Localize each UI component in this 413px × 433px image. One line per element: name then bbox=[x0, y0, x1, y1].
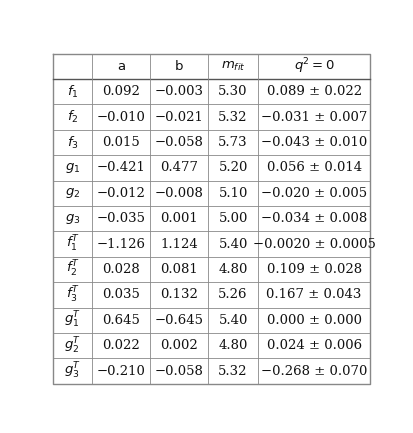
Text: 0.028: 0.028 bbox=[102, 263, 140, 276]
Text: 0.024 ± 0.006: 0.024 ± 0.006 bbox=[267, 339, 362, 352]
Text: −0.020 ± 0.005: −0.020 ± 0.005 bbox=[261, 187, 367, 200]
Text: 5.10: 5.10 bbox=[218, 187, 248, 200]
Text: 0.132: 0.132 bbox=[160, 288, 198, 301]
Text: −0.058: −0.058 bbox=[154, 136, 204, 149]
Text: $f_2^T$: $f_2^T$ bbox=[66, 259, 80, 279]
Text: 0.477: 0.477 bbox=[160, 162, 198, 174]
Text: $g_1$: $g_1$ bbox=[65, 161, 81, 175]
Text: 0.081: 0.081 bbox=[160, 263, 198, 276]
Text: −0.012: −0.012 bbox=[97, 187, 146, 200]
Text: 5.20: 5.20 bbox=[218, 162, 248, 174]
Text: −0.031 ± 0.007: −0.031 ± 0.007 bbox=[261, 110, 368, 123]
Text: $m_{fit}$: $m_{fit}$ bbox=[221, 60, 245, 73]
Text: −0.034 ± 0.008: −0.034 ± 0.008 bbox=[261, 212, 367, 225]
Text: $g_2$: $g_2$ bbox=[65, 186, 81, 200]
Text: −0.008: −0.008 bbox=[154, 187, 204, 200]
Text: 5.73: 5.73 bbox=[218, 136, 248, 149]
Text: 0.001: 0.001 bbox=[160, 212, 198, 225]
Text: −1.126: −1.126 bbox=[97, 238, 146, 251]
Text: 4.80: 4.80 bbox=[218, 339, 248, 352]
Text: 0.056 ± 0.014: 0.056 ± 0.014 bbox=[267, 162, 362, 174]
Text: 0.109 ± 0.028: 0.109 ± 0.028 bbox=[267, 263, 362, 276]
Text: $q^2 = 0$: $q^2 = 0$ bbox=[294, 57, 335, 76]
Text: 0.092: 0.092 bbox=[102, 85, 140, 98]
Text: 5.30: 5.30 bbox=[218, 85, 248, 98]
Text: $f_3^T$: $f_3^T$ bbox=[66, 285, 80, 305]
Text: $\mathrm{b}$: $\mathrm{b}$ bbox=[174, 59, 184, 73]
Text: $f_2$: $f_2$ bbox=[67, 109, 78, 125]
Text: 0.035: 0.035 bbox=[102, 288, 140, 301]
Text: −0.210: −0.210 bbox=[97, 365, 146, 378]
Text: $f_1$: $f_1$ bbox=[67, 84, 78, 100]
Text: −0.010: −0.010 bbox=[97, 110, 146, 123]
Text: −0.043 ± 0.010: −0.043 ± 0.010 bbox=[261, 136, 367, 149]
Text: 5.32: 5.32 bbox=[218, 110, 248, 123]
Text: $g_2^T$: $g_2^T$ bbox=[64, 336, 81, 355]
Text: −0.268 ± 0.070: −0.268 ± 0.070 bbox=[261, 365, 368, 378]
Text: $\mathrm{a}$: $\mathrm{a}$ bbox=[117, 60, 126, 73]
Text: $g_1^T$: $g_1^T$ bbox=[64, 310, 81, 330]
Text: $f_3$: $f_3$ bbox=[67, 134, 79, 151]
Text: 0.022: 0.022 bbox=[102, 339, 140, 352]
Text: 0.167 ± 0.043: 0.167 ± 0.043 bbox=[266, 288, 362, 301]
Text: 5.32: 5.32 bbox=[218, 365, 248, 378]
Text: 0.089 ± 0.022: 0.089 ± 0.022 bbox=[267, 85, 362, 98]
Text: $g_3$: $g_3$ bbox=[65, 212, 81, 226]
Text: −0.035: −0.035 bbox=[97, 212, 146, 225]
Text: −0.021: −0.021 bbox=[154, 110, 204, 123]
Text: 0.000 ± 0.000: 0.000 ± 0.000 bbox=[267, 314, 362, 327]
Text: −0.058: −0.058 bbox=[154, 365, 204, 378]
Text: 5.00: 5.00 bbox=[218, 212, 248, 225]
Text: 5.40: 5.40 bbox=[218, 314, 248, 327]
Text: −0.003: −0.003 bbox=[154, 85, 204, 98]
Text: −0.0020 ± 0.0005: −0.0020 ± 0.0005 bbox=[253, 238, 375, 251]
Text: 5.26: 5.26 bbox=[218, 288, 248, 301]
Text: $g_3^T$: $g_3^T$ bbox=[64, 361, 81, 381]
Text: 5.40: 5.40 bbox=[218, 238, 248, 251]
Text: 0.002: 0.002 bbox=[160, 339, 198, 352]
Text: −0.645: −0.645 bbox=[154, 314, 204, 327]
Text: 4.80: 4.80 bbox=[218, 263, 248, 276]
Text: 0.015: 0.015 bbox=[102, 136, 140, 149]
Text: $f_1^T$: $f_1^T$ bbox=[66, 234, 80, 254]
Text: 0.645: 0.645 bbox=[102, 314, 140, 327]
Text: 1.124: 1.124 bbox=[160, 238, 198, 251]
Text: −0.421: −0.421 bbox=[97, 162, 146, 174]
